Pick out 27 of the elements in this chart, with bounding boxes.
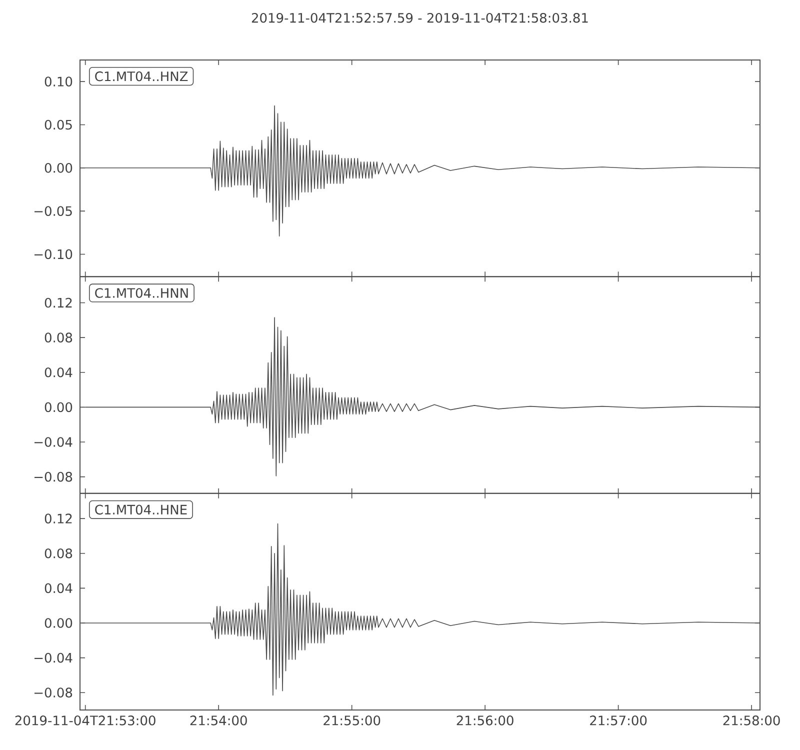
y-tick-label: 0.08 (44, 332, 72, 342)
y-tick-label: 0.12 (44, 298, 72, 308)
y-tick-label: −0.04 (34, 652, 72, 663)
annotation: C1.MT04..HNZ (95, 71, 188, 82)
y-tick-label: 0.10 (44, 76, 72, 86)
x-tick-label: 2019-11-04T21:53:00 (15, 716, 156, 726)
y-tick-label: 0.12 (44, 514, 72, 524)
annotation: C1.MT04..HNE (95, 504, 187, 515)
x-tick-label: 21:57:00 (590, 716, 647, 726)
y-tick-label: 0.00 (44, 618, 72, 628)
x-tick-label: 21:58:00 (723, 716, 780, 726)
y-tick-label: 0.05 (44, 120, 72, 130)
x-tick-label: 21:56:00 (456, 716, 514, 726)
y-tick-label: 0.04 (44, 367, 72, 378)
y-tick-label: 0.08 (44, 548, 72, 558)
y-tick-label: 0.00 (44, 162, 72, 173)
chart-title: 2019-11-04T21:52:57.59 - 2019-11-04T21:58:03.81 (252, 12, 588, 23)
y-tick-label: −0.04 (34, 437, 72, 447)
y-tick-label: −0.08 (34, 688, 72, 698)
annotation: C1.MT04..HNN (95, 288, 188, 298)
y-tick-label: −0.05 (34, 206, 72, 216)
y-tick-label: −0.10 (34, 249, 72, 260)
y-tick-label: −0.08 (34, 472, 72, 482)
y-tick-label: 0.00 (44, 402, 72, 412)
x-tick-label: 21:54:00 (190, 716, 247, 726)
y-tick-label: 0.04 (44, 583, 72, 594)
x-tick-label: 21:55:00 (324, 716, 380, 726)
